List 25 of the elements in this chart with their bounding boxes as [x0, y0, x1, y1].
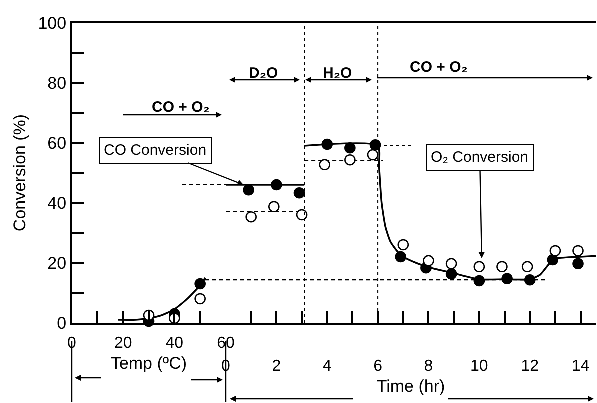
x-tick-label: 6: [374, 358, 383, 376]
y-tick-label: 20: [48, 254, 67, 273]
x-tick-label: 8: [424, 358, 434, 376]
annotation: O₂ Conversion: [431, 149, 529, 166]
annotation: CO Conversion: [104, 142, 207, 159]
x-tick-label: 40: [166, 335, 184, 352]
x-axis-title: Temp (ºC): [110, 354, 188, 374]
y-tick-label: 80: [48, 74, 67, 93]
y-tick-label: 0: [57, 314, 67, 333]
x-tick-label: 2: [272, 358, 282, 376]
x-tick-label: 20: [114, 335, 132, 352]
y-tick-label: 100: [38, 14, 67, 33]
y-axis-title: Conversion (%): [10, 114, 30, 232]
y-tick-label: 60: [48, 134, 67, 153]
annotation: D₂O: [249, 65, 278, 82]
x-tick-label: 12: [521, 358, 540, 376]
x-tick-label: 10: [470, 358, 488, 376]
x-tick-label: 14: [572, 358, 590, 376]
y-tick-label: 40: [48, 194, 67, 213]
x-tick-label: 60: [217, 335, 235, 352]
x-axis-title: Time (hr): [376, 377, 446, 396]
x-tick-label: 4: [322, 358, 332, 376]
annotation: CO + O₂: [152, 99, 210, 116]
annotation: CO + O₂: [410, 59, 468, 76]
annotation: H₂O: [323, 65, 352, 82]
